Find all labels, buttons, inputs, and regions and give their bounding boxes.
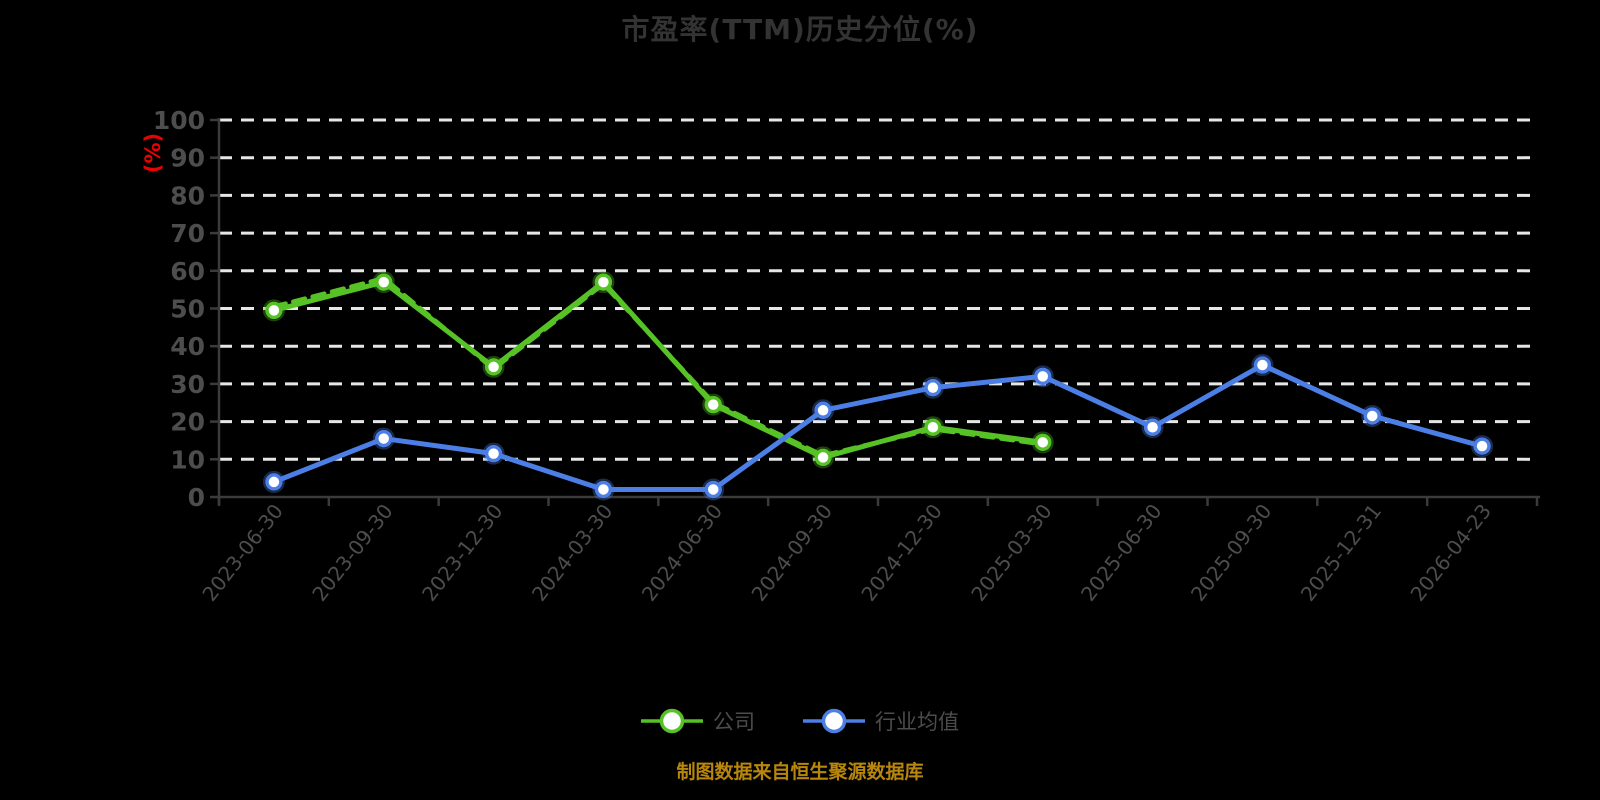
data-point-halo-company <box>482 355 505 378</box>
data-point-industry-avg <box>704 480 722 499</box>
data-point-industry-avg <box>1034 367 1052 386</box>
y-tick-label: 20 <box>170 408 205 437</box>
data-point-company <box>265 301 283 320</box>
y-tick-label: 0 <box>188 483 205 512</box>
legend-label-company: 公司 <box>713 710 755 734</box>
data-point-halo-industry-avg <box>702 478 725 501</box>
y-tick-label: 70 <box>170 219 205 248</box>
y-tick-label: 10 <box>170 445 205 474</box>
x-tick-label: 2024-06-30 <box>637 499 727 605</box>
data-point-halo-company <box>372 271 395 294</box>
data-point-industry-avg <box>924 378 942 397</box>
data-point-halo-industry-avg <box>262 470 285 493</box>
data-point-company <box>814 448 832 467</box>
data-point-industry-avg <box>1473 437 1491 455</box>
legend-item-industry-avg[interactable]: 行业均值 <box>803 703 959 739</box>
data-point-halo-company <box>702 393 725 416</box>
y-tick-label: 100 <box>153 106 205 135</box>
legend-label-industry-avg: 行业均值 <box>875 710 959 734</box>
data-point-industry-avg <box>594 480 613 499</box>
x-tick-label: 2025-06-30 <box>1076 499 1166 605</box>
data-point-halo-industry-avg <box>1031 365 1054 388</box>
data-point-company <box>704 395 722 414</box>
x-tick-label: 2025-03-30 <box>966 499 1056 605</box>
data-point-halo-industry-avg <box>812 399 835 422</box>
data-point-halo-industry-avg <box>372 427 395 450</box>
data-point-halo-industry-avg <box>1251 354 1274 377</box>
data-point-halo-industry-avg <box>1471 435 1494 458</box>
data-point-halo-company <box>262 299 285 322</box>
source-note: 制图数据来自恒生聚源数据库 <box>676 761 924 783</box>
data-point-industry-avg <box>1363 407 1381 425</box>
data-point-halo-industry-avg <box>482 442 505 465</box>
data-point-company <box>375 273 393 291</box>
y-tick-label: 90 <box>170 144 205 173</box>
data-point-company <box>924 418 942 437</box>
legend-item-company[interactable]: 公司 <box>641 703 755 739</box>
y-tick-label: 60 <box>170 257 205 286</box>
data-point-halo-company <box>812 446 835 469</box>
data-point-halo-company <box>592 271 615 294</box>
legend-marker-company-icon <box>641 708 703 734</box>
data-point-halo-company <box>1031 431 1054 454</box>
data-point-company <box>1034 433 1052 452</box>
legend: 公司 行业均值 <box>0 703 1600 739</box>
data-point-halo-company <box>921 416 944 439</box>
data-point-halo-industry-avg <box>1361 404 1384 427</box>
y-tick-label: 30 <box>170 370 205 399</box>
data-point-industry-avg <box>484 444 503 463</box>
data-point-industry-avg <box>375 429 393 448</box>
x-tick-label: 2025-12-31 <box>1296 499 1386 605</box>
data-point-halo-industry-avg <box>1141 416 1164 439</box>
data-point-halo-industry-avg <box>921 376 944 399</box>
x-tick-label: 2024-03-30 <box>527 499 617 605</box>
data-point-industry-avg <box>265 473 283 491</box>
x-tick-label: 2023-06-30 <box>197 499 287 605</box>
data-point-halo-industry-avg <box>592 478 615 501</box>
x-tick-label: 2024-12-30 <box>856 499 946 605</box>
x-tick-label: 2023-09-30 <box>307 499 397 605</box>
series-line-industry-avg <box>271 362 1485 492</box>
y-tick-label: 50 <box>170 295 205 324</box>
y-tick-label: 40 <box>170 332 205 361</box>
data-point-company <box>594 273 613 291</box>
data-point-company <box>484 358 503 376</box>
data-point-industry-avg <box>1143 418 1162 437</box>
data-point-industry-avg <box>814 401 832 420</box>
chart-title: 市盈率(TTM)历史分位(%) <box>621 13 979 46</box>
data-point-industry-avg <box>1253 356 1272 374</box>
y-tick-label: 80 <box>170 181 205 210</box>
x-tick-label: 2025-09-30 <box>1186 499 1276 605</box>
x-tick-label: 2026-04-23 <box>1406 499 1496 605</box>
x-tick-label: 2023-12-30 <box>417 499 507 605</box>
legend-marker-industry-avg-icon <box>803 708 865 734</box>
series-line-company-dashed <box>271 276 1045 458</box>
x-tick-label: 2024-09-30 <box>747 499 837 605</box>
